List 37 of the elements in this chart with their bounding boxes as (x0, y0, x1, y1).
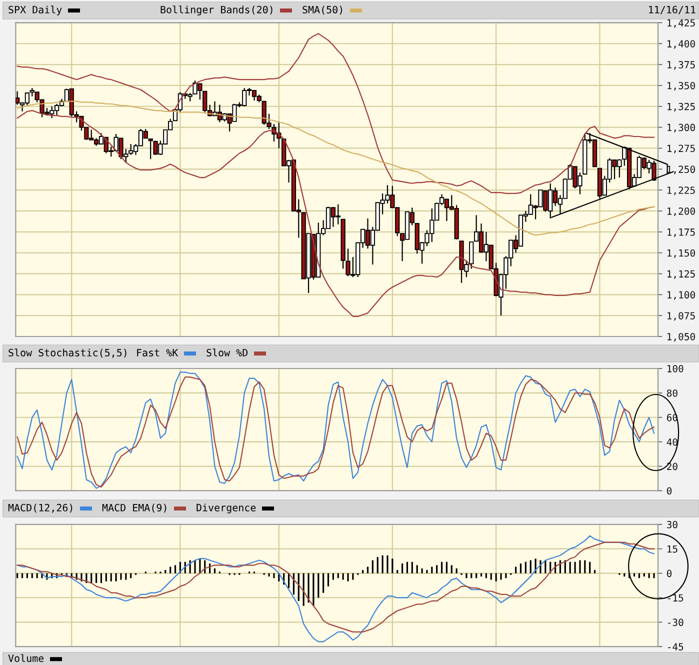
y-tick-label: 1,175 (668, 228, 695, 237)
y-tick-label: 1,225 (668, 186, 695, 196)
y-tick-label: 1,425 (668, 19, 695, 28)
y-tick-label: 1,275 (668, 144, 695, 154)
legend-label: Fast %K (137, 348, 178, 356)
y-tick-label: 1,300 (668, 124, 695, 132)
chart-title: Slow Stochastic(5,5) (8, 348, 126, 358)
y-tick-label: 1,125 (668, 270, 695, 279)
y-tick-label: 15 (668, 545, 678, 553)
y-tick-label: 40 (666, 438, 678, 446)
y-tick-label: 1,150 (668, 249, 695, 258)
legend-label: Slow %D (206, 348, 248, 356)
y-tick-label: 0 (666, 570, 672, 578)
y-tick-label: 1,400 (668, 40, 695, 49)
y-tick-label: 1,375 (668, 61, 695, 70)
text: Volume (8, 654, 44, 662)
legend-label: SMA(50) (302, 6, 342, 15)
y-tick-label: 30 (666, 520, 678, 528)
legend-label: MACD(12,26) (8, 504, 72, 513)
text: 11/16/11 (649, 6, 696, 14)
y-tick-label: 80 (666, 389, 678, 397)
y-tick-label: 1,100 (668, 291, 695, 300)
y-tick-label: 1,350 (668, 82, 695, 91)
y-tick-label: -30 (668, 618, 684, 626)
y-tick-label: -45 (668, 643, 684, 650)
y-tick-label: 100 (668, 365, 684, 372)
chart-title: SPX Daily (8, 6, 62, 16)
legend-label: MACD EMA(9) (102, 504, 166, 513)
legend-label: Bollinger Bands(20) (160, 6, 272, 16)
y-tick-label: 1,050 (668, 333, 695, 342)
legend-label: Divergence (196, 504, 256, 514)
y-tick-label: 1,075 (668, 312, 695, 321)
y-tick-label: 20 (667, 462, 678, 470)
y-tick-label: 1,200 (668, 207, 695, 216)
y-tick-label: 1,325 (668, 102, 695, 112)
y-tick-label: -15 (668, 594, 684, 602)
y-tick-label: 0 (666, 487, 672, 495)
